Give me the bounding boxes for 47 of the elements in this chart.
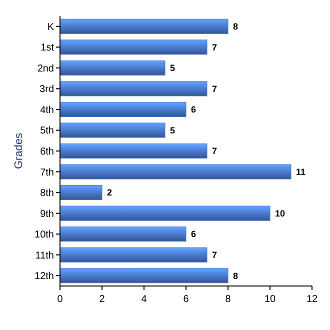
bar bbox=[60, 206, 270, 221]
data-label: 2 bbox=[107, 188, 112, 198]
x-tick-label: 2 bbox=[99, 294, 106, 305]
x-tick-label: 6 bbox=[183, 294, 190, 305]
y-tick-label: 11th bbox=[35, 250, 54, 262]
data-label: 5 bbox=[170, 125, 176, 136]
data-label: 5 bbox=[170, 63, 176, 74]
bar bbox=[60, 60, 166, 76]
y-tick-label: 4th bbox=[40, 104, 54, 116]
y-tick-label: 9th bbox=[40, 208, 54, 220]
y-tick-label: 2nd bbox=[37, 63, 54, 74]
y-tick-label: 1st bbox=[40, 42, 54, 54]
bar bbox=[60, 268, 228, 284]
x-tick-label: 4 bbox=[141, 294, 148, 305]
y-tick-label: 10th bbox=[34, 230, 54, 241]
y-tick-label: 5th bbox=[40, 126, 54, 137]
y-tick-label: 6th bbox=[40, 146, 54, 158]
data-label: 10 bbox=[275, 208, 286, 218]
bar bbox=[60, 247, 208, 262]
bar bbox=[60, 81, 208, 96]
data-label: 7 bbox=[212, 84, 218, 94]
y-tick-label: 8th bbox=[40, 188, 54, 200]
y-tick-label: 3rd bbox=[40, 84, 54, 96]
data-label: 8 bbox=[233, 270, 238, 281]
y-axis-title: Grades bbox=[13, 132, 25, 170]
bar bbox=[60, 185, 102, 200]
data-label: 6 bbox=[191, 104, 196, 115]
data-label: 6 bbox=[191, 229, 196, 240]
x-tick-label: 10 bbox=[264, 294, 276, 305]
data-label: 7 bbox=[212, 42, 218, 52]
data-label: 11 bbox=[296, 166, 306, 177]
bar bbox=[60, 18, 228, 34]
y-tick-label: 12th bbox=[34, 271, 54, 282]
x-tick-label: 0 bbox=[57, 294, 64, 305]
data-label: 7 bbox=[212, 146, 218, 156]
bar bbox=[60, 164, 292, 180]
x-tick-label: 8 bbox=[225, 294, 232, 305]
data-label: 7 bbox=[212, 250, 218, 260]
y-tick-label: K bbox=[47, 22, 54, 33]
bar bbox=[60, 143, 208, 159]
x-tick-label: 12 bbox=[306, 294, 318, 305]
bar bbox=[60, 102, 186, 117]
bar bbox=[60, 122, 166, 138]
bar bbox=[60, 40, 208, 55]
y-tick-label: 7th bbox=[40, 167, 54, 178]
data-label: 8 bbox=[233, 22, 238, 32]
bar bbox=[60, 226, 186, 242]
